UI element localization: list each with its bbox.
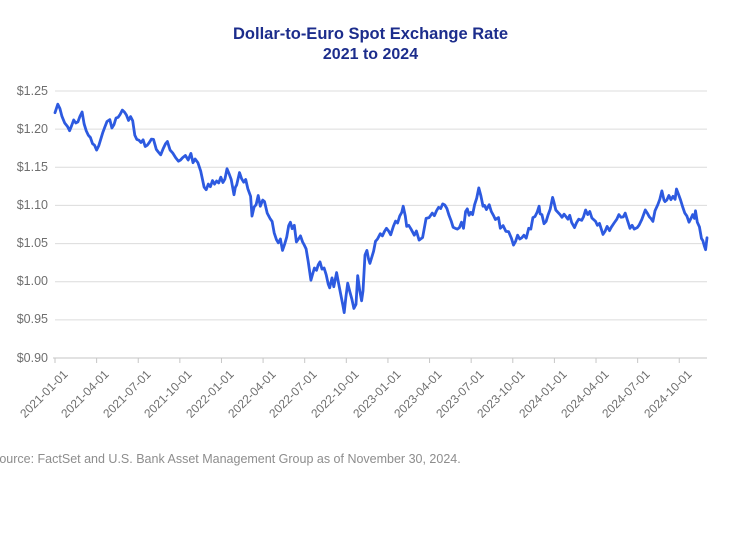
y-axis-label: $1.05	[16, 236, 48, 251]
chart-title: Dollar-to-Euro Spot Exchange Rate	[232, 25, 509, 43]
exchange-rate-line	[53, 102, 709, 315]
source-note: Source: FactSet and U.S. Bank Asset Mana…	[0, 452, 461, 466]
y-axis-label: $1.10	[16, 197, 48, 212]
y-axis-label: $0.95	[16, 312, 48, 327]
chart-subtitle: 2021 to 2024	[322, 46, 419, 63]
y-axis-label: $0.90	[16, 350, 48, 365]
y-axis-label: $1.20	[16, 121, 48, 136]
y-axis-label: $1.15	[16, 159, 48, 174]
y-axis-label: $1.25	[16, 83, 48, 98]
y-axis-label: $1.00	[16, 274, 48, 289]
